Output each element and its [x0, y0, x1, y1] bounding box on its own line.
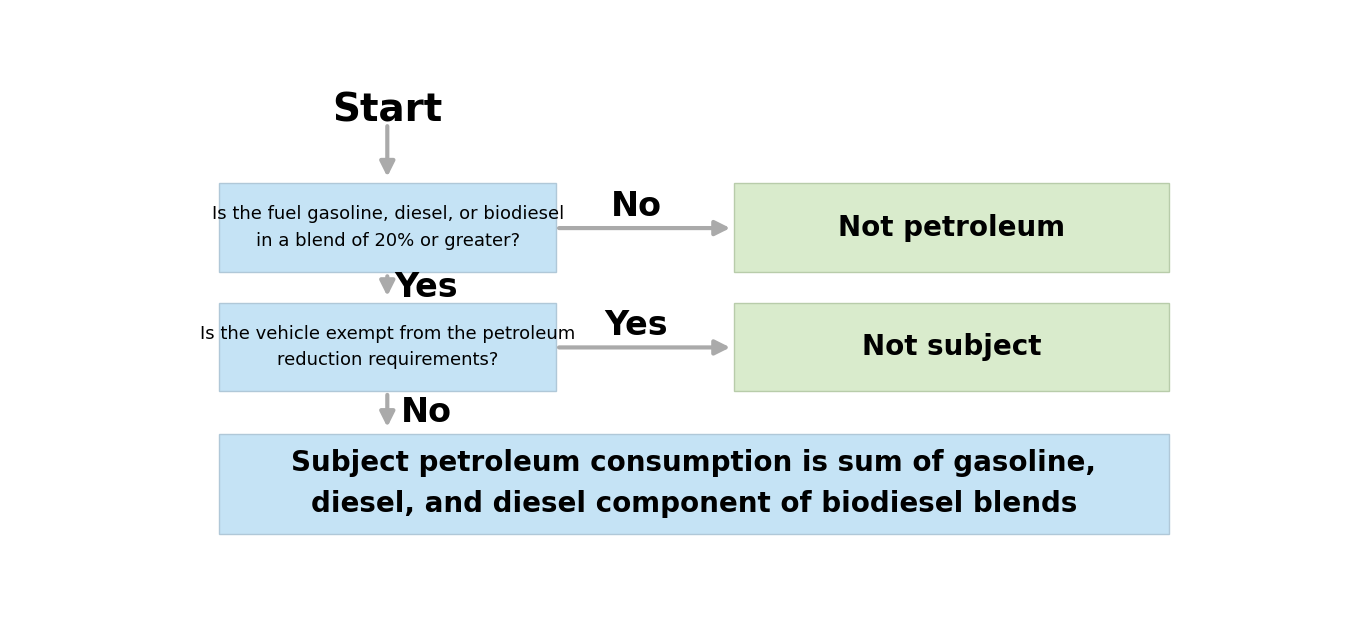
FancyBboxPatch shape: [219, 183, 556, 272]
Text: Subject petroleum consumption is sum of gasoline,
diesel, and diesel component o: Subject petroleum consumption is sum of …: [292, 449, 1096, 518]
Text: Yes: Yes: [605, 309, 668, 342]
Text: Not petroleum: Not petroleum: [838, 213, 1065, 242]
Text: Is the fuel gasoline, diesel, or biodiesel
in a blend of 20% or greater?: Is the fuel gasoline, diesel, or biodies…: [212, 206, 564, 250]
Text: Start: Start: [332, 91, 443, 129]
FancyBboxPatch shape: [734, 303, 1169, 392]
Text: No: No: [610, 190, 662, 223]
Text: Is the vehicle exempt from the petroleum
reduction requirements?: Is the vehicle exempt from the petroleum…: [200, 325, 575, 369]
FancyBboxPatch shape: [734, 183, 1169, 272]
Text: Not subject: Not subject: [861, 333, 1041, 361]
FancyBboxPatch shape: [219, 303, 556, 392]
Text: Yes: Yes: [394, 271, 458, 304]
FancyBboxPatch shape: [219, 433, 1169, 534]
Text: No: No: [401, 395, 451, 429]
